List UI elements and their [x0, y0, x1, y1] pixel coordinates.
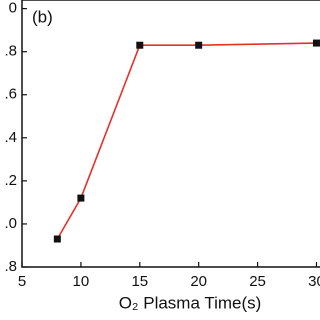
x-tick-label: 5: [18, 273, 26, 290]
data-line: [56, 42, 317, 240]
data-point: [77, 194, 85, 202]
y-tick-label: .6: [4, 86, 17, 103]
panel-label: (b): [32, 7, 53, 26]
y-tick-label: .4: [4, 129, 17, 146]
y-tick-label: .2: [4, 172, 17, 189]
data-point: [312, 39, 320, 47]
data-point: [195, 41, 203, 49]
data-point: [136, 41, 144, 49]
data-point: [53, 235, 61, 243]
x-tick-label: 20: [190, 273, 207, 290]
x-tick-label: 15: [131, 273, 148, 290]
x-tick-label: 25: [249, 273, 266, 290]
axes-frame: [21, 0, 320, 268]
x-tick-label: 10: [73, 273, 90, 290]
x-tick-label: 30: [308, 273, 320, 290]
y-tick-label: 0: [9, 0, 17, 17]
y-tick-label: .8: [4, 258, 17, 275]
y-tick-label: .0: [4, 215, 17, 232]
y-tick-label: .8: [4, 43, 17, 60]
x-axis-title: O₂ Plasma Time(s): [119, 293, 262, 312]
